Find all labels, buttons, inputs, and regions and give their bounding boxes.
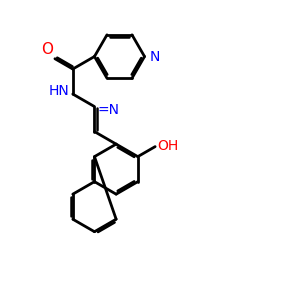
Text: OH: OH <box>158 139 179 153</box>
Text: N: N <box>150 50 160 64</box>
Text: HN: HN <box>49 83 69 98</box>
Text: O: O <box>41 42 53 57</box>
Text: =N: =N <box>98 103 120 116</box>
